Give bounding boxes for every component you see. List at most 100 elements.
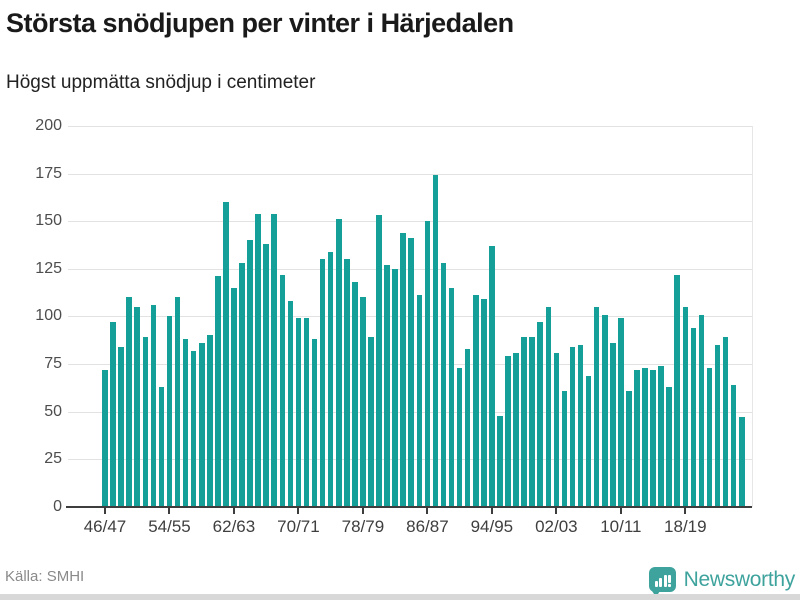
bar-49/50: [126, 297, 132, 507]
source-credit: Källa: SMHI: [5, 568, 85, 585]
y-axis-label: 75: [44, 355, 62, 373]
bar-48/49: [118, 346, 124, 507]
bar-54/55: [166, 316, 173, 507]
bar-65/66: [255, 213, 261, 507]
chart-title: Största snödjupen per vinter i Härjedale…: [6, 8, 514, 38]
newsworthy-logo: Newsworthy: [648, 564, 796, 597]
bar-24/25: [730, 385, 737, 507]
bar-00/01: [537, 322, 544, 507]
bar-05/06: [577, 345, 584, 507]
x-tick: [297, 508, 300, 514]
x-tick: [490, 508, 493, 514]
y-axis-label: 25: [44, 450, 62, 468]
bar-55/56: [174, 297, 181, 507]
bar-67/68: [271, 213, 278, 507]
bar-72/73: [311, 339, 318, 507]
bar-23/24: [722, 337, 729, 507]
bar-62/63: [231, 287, 237, 507]
bar-79/80: [368, 337, 374, 507]
bar-07/08: [593, 306, 600, 507]
bar-chart-bubble-icon: [648, 566, 676, 597]
bar-68/69: [279, 274, 286, 507]
bar-92/93: [472, 295, 479, 507]
x-tick: [426, 508, 429, 514]
bar-84/85: [408, 238, 415, 507]
x-axis-label: 94/95: [470, 517, 514, 536]
brand-name: Newsworthy: [683, 568, 796, 591]
y-axis-label: 50: [44, 402, 62, 420]
x-axis-label: 18/19: [664, 517, 707, 536]
y-axis-label: 125: [35, 259, 62, 277]
bar-90/91: [456, 367, 463, 507]
bar-11/12: [626, 390, 632, 507]
chart-subtitle: Högst uppmätta snödjup i centimeter: [6, 72, 316, 93]
bar-96/97: [505, 356, 511, 507]
bar-87/88: [432, 175, 439, 507]
x-tick: [168, 508, 171, 514]
plot-right-border: [752, 125, 753, 507]
bar-85/86: [416, 295, 423, 507]
x-axis-label: 78/79: [341, 517, 385, 536]
x-axis-label: 54/55: [148, 517, 191, 536]
x-tick: [555, 508, 558, 514]
x-axis-label: 02/03: [535, 517, 578, 536]
bar-51/52: [142, 337, 149, 507]
x-axis-label: 86/87: [406, 517, 449, 536]
bottom-strip: [0, 594, 800, 600]
bar-66/67: [263, 244, 269, 507]
bar-chart: 0 25 50 75 100 125 150 175 200 46/47 54/55 62/63 70…: [0, 110, 800, 550]
bar-04/05: [569, 346, 576, 507]
bar-21/22: [706, 367, 713, 507]
bar-70/71: [295, 318, 302, 507]
bar-56/57: [182, 339, 189, 507]
x-axis-label: 46/47: [83, 517, 127, 536]
bar-82/83: [392, 268, 398, 507]
bar-71/72: [303, 318, 310, 507]
bar-16/17: [666, 386, 672, 507]
y-axis-label: 175: [35, 164, 62, 182]
bar-08/09: [601, 314, 608, 507]
x-axis-label: 10/11: [600, 517, 642, 536]
bar-80/81: [376, 215, 382, 507]
bar-57/58: [190, 350, 197, 507]
bar-52/53: [150, 304, 157, 507]
x-tick: [232, 508, 235, 514]
bar-19/20: [690, 327, 697, 507]
gridline: [68, 173, 752, 175]
bar-88/89: [440, 263, 447, 507]
bar-86/87: [424, 221, 431, 507]
bar-10/11: [618, 318, 624, 507]
x-tick: [684, 508, 687, 514]
bar-93/94: [481, 299, 487, 507]
bar-06/07: [585, 375, 592, 507]
bar-03/04: [561, 390, 568, 507]
y-axis-label: 100: [35, 307, 62, 325]
bar-94/95: [489, 245, 495, 507]
bar-97/98: [513, 352, 519, 507]
bar-76/77: [344, 259, 350, 507]
x-tick: [619, 508, 622, 514]
bar-83/84: [400, 232, 406, 507]
bar-99/00: [529, 337, 535, 507]
x-axis-label: 62/63: [212, 517, 256, 536]
bar-12/13: [634, 369, 640, 507]
bar-53/54: [158, 386, 165, 507]
bar-59/60: [206, 335, 213, 507]
bar-17/18: [674, 274, 681, 507]
bar-02/03: [553, 352, 560, 507]
bar-63/64: [239, 263, 245, 507]
gridline: [68, 221, 752, 223]
bar-74/75: [327, 251, 334, 507]
bar-14/15: [650, 369, 656, 507]
bar-95/96: [497, 415, 503, 507]
bar-09/10: [609, 343, 616, 507]
bar-46/47: [102, 369, 108, 507]
bar-98/99: [521, 337, 527, 507]
bar-69/70: [287, 301, 294, 507]
bar-22/23: [714, 345, 721, 507]
bar-81/82: [384, 264, 390, 507]
bar-15/16: [658, 365, 664, 507]
bar-01/02: [545, 306, 552, 507]
bar-13/14: [642, 367, 648, 507]
bar-20/21: [698, 314, 705, 507]
